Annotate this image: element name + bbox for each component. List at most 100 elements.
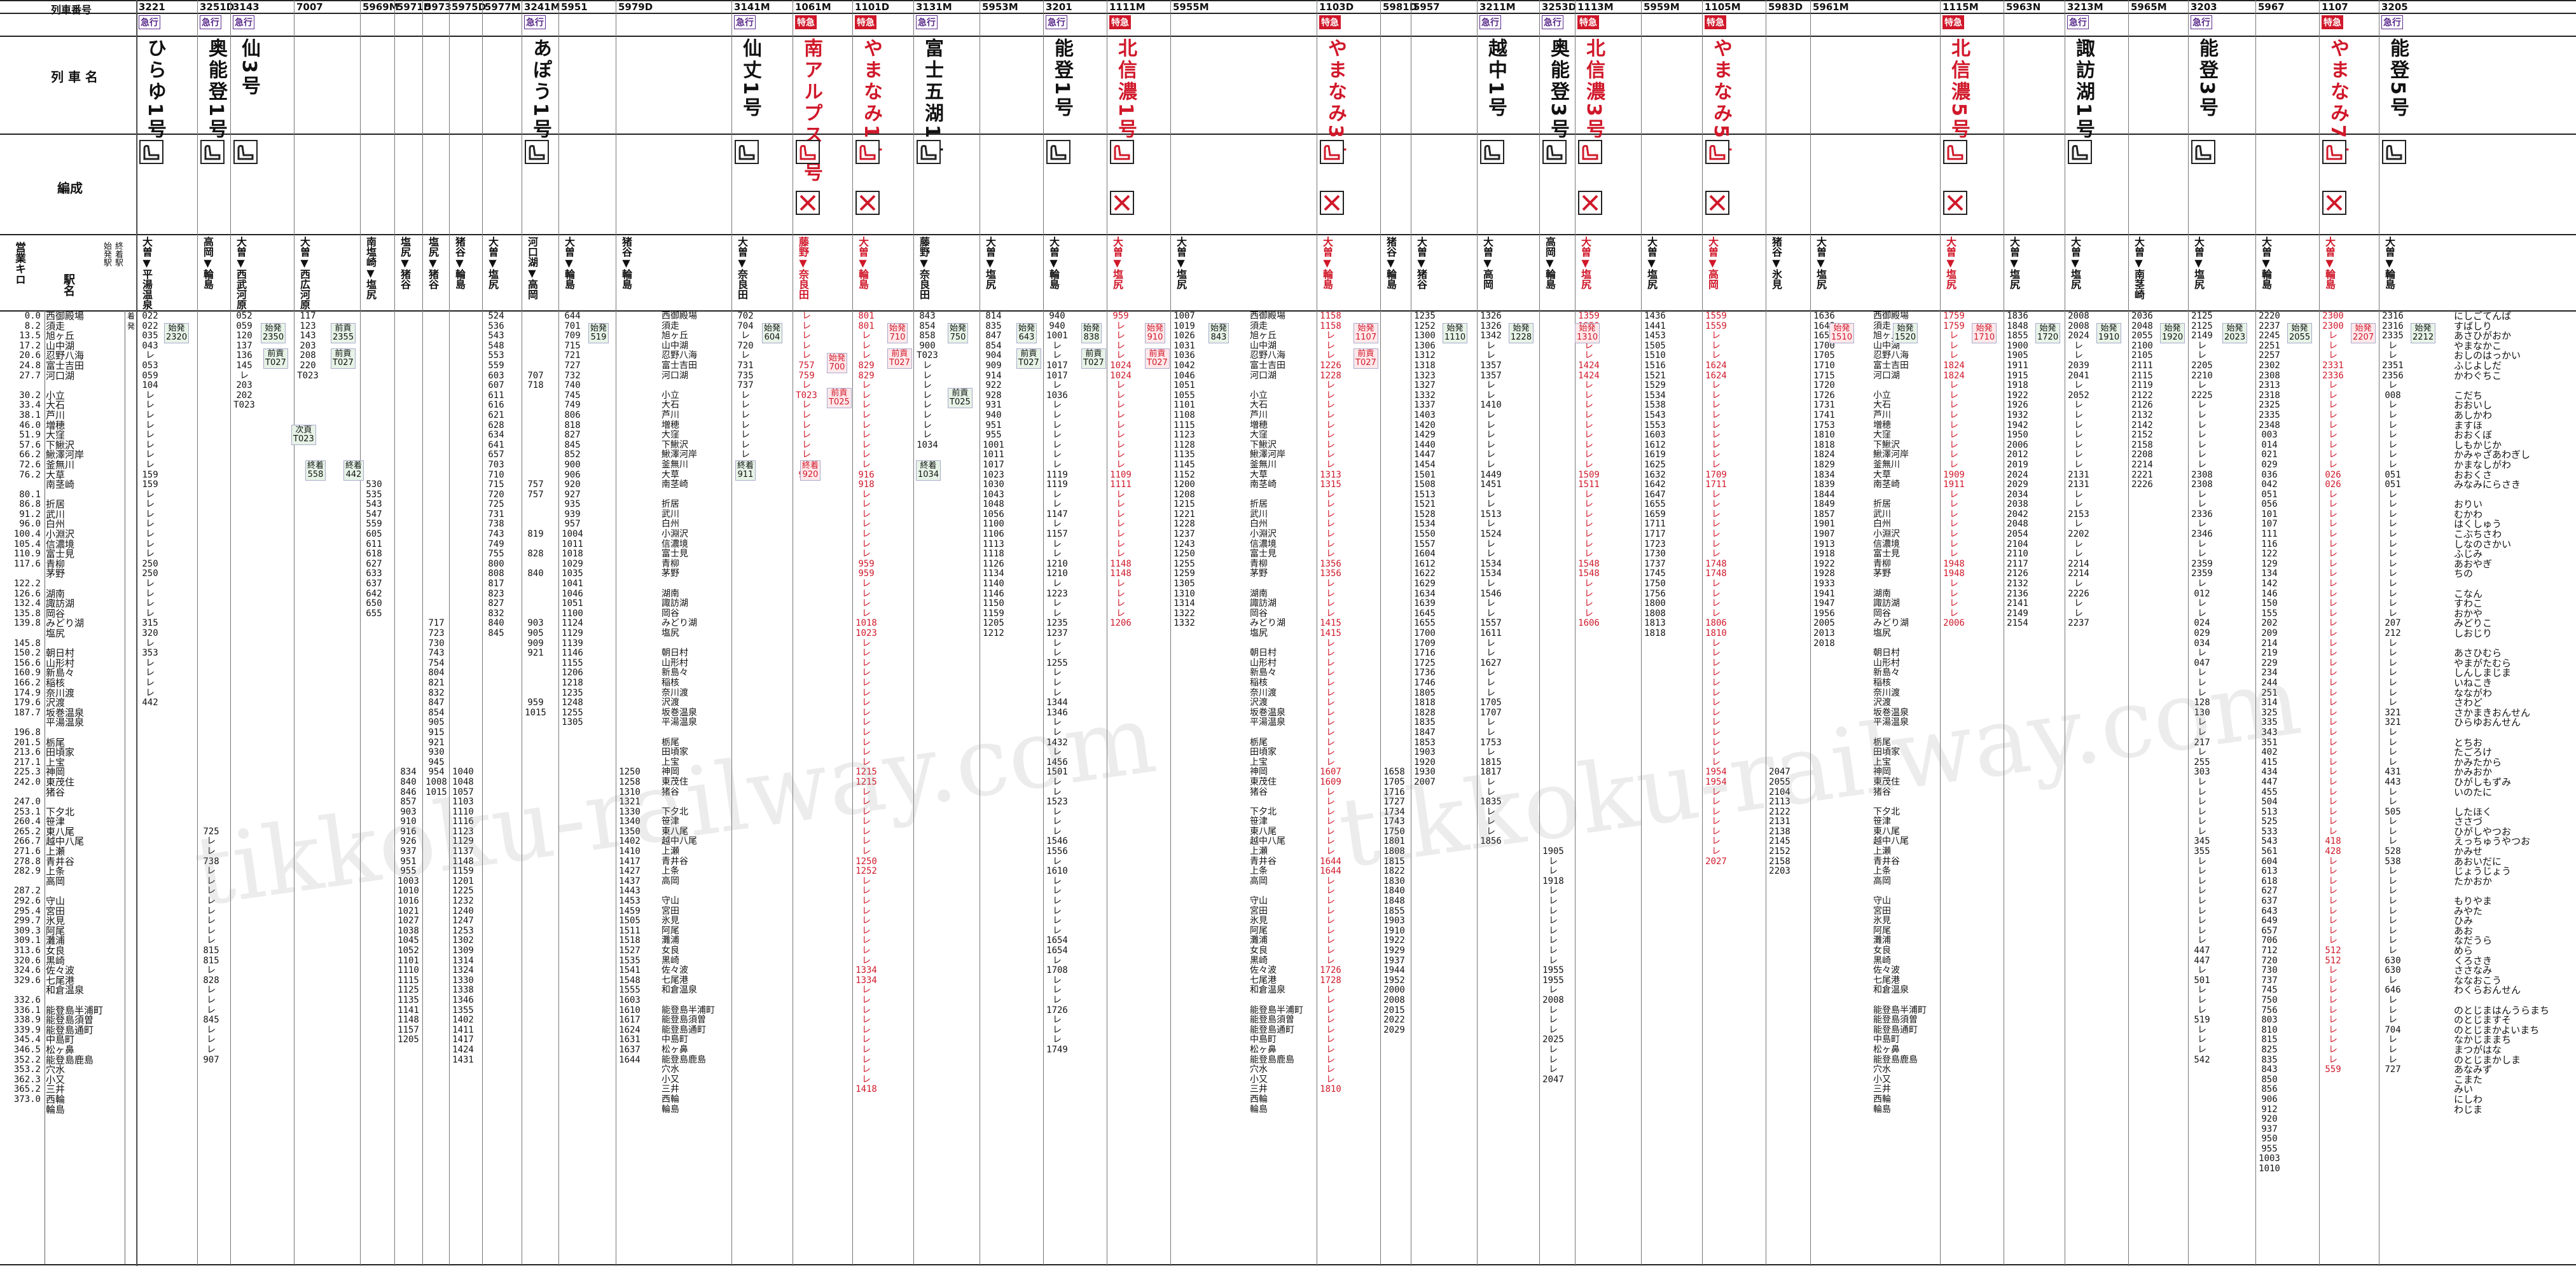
train-route: 大曽▼塩尻 bbox=[2008, 237, 2020, 289]
train-times: 940 940 1001 レ レ 1017 1017 レ 1036 レ レ レ … bbox=[1046, 311, 1068, 1055]
note-tag: 始発 700 bbox=[827, 353, 848, 373]
train-times: 644 701 709 715 721 727 732 740 745 749 … bbox=[562, 311, 583, 728]
train-times: 524 536 543 548 553 559 603 607 611 616 … bbox=[488, 311, 504, 638]
train-route: 大曽▼塩尻 bbox=[2069, 237, 2081, 289]
note-tag: 始発 604 bbox=[762, 323, 783, 343]
train-number: 7007 bbox=[296, 1, 323, 13]
train-column: 3143 急行 仙3号 大曽▼西武河原 052 059 120 137 136 145 … bbox=[230, 0, 294, 1266]
note-tag: 前貢 2355 bbox=[331, 323, 356, 343]
train-times: 1836 1848 1855 1900 1905 1911 1915 1918 … bbox=[2007, 311, 2028, 629]
train-route: 大曽▼輪島 bbox=[563, 237, 575, 289]
train-column: 3205 急行 能登5号 大曽▼輪島 2316 2316 2335 レ レ 2351 2… bbox=[2379, 0, 2415, 1266]
note-tag: 前貢 T027 bbox=[1145, 348, 1170, 369]
dining-car-icon bbox=[796, 191, 820, 215]
note-tag: 始発 1110 bbox=[1443, 323, 1468, 343]
train-column: 5981D 猪谷▼輪島 1658 1705 1716 1727 1734 1743… bbox=[1380, 0, 1417, 1266]
train-column: 5975D 猪谷▼輪島 1040 1048 1057 1103 1110 1116… bbox=[449, 0, 486, 1266]
express-badge: 急行 bbox=[2191, 15, 2212, 29]
green-car-icon bbox=[1943, 140, 1967, 164]
train-name: 奥能登3号 bbox=[1547, 38, 1569, 141]
train-name: 能登5号 bbox=[2386, 38, 2409, 119]
station-column-repeat-2: 西御殿場 須走 旭ヶ丘 山中湖 忍野八海 富士吉田 河口湖 小立 大石 芦川 増… bbox=[1250, 311, 1303, 1115]
label-origin: 始発駅 bbox=[102, 242, 111, 266]
note-tag: 始発 1520 bbox=[1893, 323, 1918, 343]
note-tag: 終着 1034 bbox=[916, 460, 941, 481]
train-route: 猪谷▼輪島 bbox=[454, 237, 466, 289]
train-times: 702 704 レ 720 レ 731 735 737 レ レ レ レ レ レ … bbox=[737, 311, 754, 479]
train-route: 大曽▼輪島 bbox=[857, 237, 869, 289]
train-route: 大曽▼塩尻 bbox=[1815, 237, 1827, 289]
train-route: 大曽▼塩尻 bbox=[1645, 237, 1658, 289]
train-route: 大曽▼塩尻 bbox=[1944, 237, 1956, 289]
label-formation: 編成 bbox=[57, 181, 83, 196]
note-tag: 前貢 T025 bbox=[827, 388, 852, 408]
train-times: 530 535 543 547 559 605 611 618 627 633 … bbox=[366, 479, 382, 619]
train-name: 仙丈1号 bbox=[739, 38, 761, 119]
train-column: 5967 大曽▼輪島 2220 2237 2245 2251 2257 2302 2… bbox=[2255, 0, 2320, 1266]
train-route: 大曽▼南茎崎 bbox=[2133, 237, 2145, 299]
train-route: 大曽▼輪島 bbox=[2260, 237, 2272, 289]
train-number: 5961M bbox=[1813, 1, 1849, 13]
train-route: 大曽▼高岡 bbox=[1707, 237, 1719, 289]
arr-dep-labels: 着 発 bbox=[127, 312, 135, 331]
limited-express-badge: 特急 bbox=[1942, 15, 1964, 29]
limited-express-badge: 特急 bbox=[795, 15, 817, 29]
dining-car-icon bbox=[1110, 191, 1134, 215]
train-number: 3201 bbox=[1046, 1, 1072, 13]
train-number: 3251D bbox=[200, 1, 235, 13]
train-column: 5959M 大曽▼塩尻 1436 1441 1453 1505 1510 1516 … bbox=[1641, 0, 1703, 1266]
note-tag: 始発 643 bbox=[1016, 323, 1037, 343]
train-number: 3141M bbox=[734, 1, 770, 13]
train-column: 5971D 塩尻▼猪谷 834 840 846 857 903 910 916 9… bbox=[394, 0, 431, 1266]
note-tag: 前貢 T025 bbox=[948, 388, 973, 408]
seat-icon bbox=[2191, 140, 2215, 164]
train-route: 大曽▼塩尻 bbox=[487, 237, 499, 289]
train-number: 5977M bbox=[485, 1, 521, 13]
limited-express-badge: 特急 bbox=[1577, 15, 1599, 29]
train-number: 5965M bbox=[2131, 1, 2167, 13]
train-route: 大曽▼奈良田 bbox=[736, 237, 748, 299]
note-tag: 始発 2350 bbox=[261, 323, 286, 343]
train-column: 3213M 急行 諏訪湖1号 大曽▼塩尻 2008 2008 2024 レ レ 2039… bbox=[2065, 0, 2129, 1266]
train-times: レ レ レ レ レ 757 759 レ T023 レ レ レ レ レ レ レ 9… bbox=[796, 311, 817, 479]
train-column: 3253D 急行 奥能登3号 高岡▼輪島 1905 レ レ 1918 レ レ レ レ … bbox=[1539, 0, 1576, 1266]
train-column: 3221 急行 ひらゆ1号 大曽▼平湯温泉 022 022 035 043 レ 053 … bbox=[136, 0, 198, 1266]
station-column-repeat-3: 西御殿場 須走 旭ヶ丘 山中湖 忍野八海 富士吉田 河口湖 小立 大石 芦川 増… bbox=[1873, 311, 1927, 1115]
train-name: ひらゆ1号 bbox=[144, 38, 166, 141]
express-badge: 急行 bbox=[1046, 15, 1067, 29]
train-number: 1105M bbox=[1705, 1, 1741, 13]
seat-icon bbox=[200, 140, 225, 164]
dining-car-icon bbox=[1320, 191, 1344, 215]
train-times: 959 レ レ レ レ 1024 1024 レ レ レ レ レ レ レ レ レ … bbox=[1110, 311, 1132, 629]
train-number: 3203 bbox=[2191, 1, 2217, 13]
train-name: あぽう1号 bbox=[529, 38, 551, 141]
note-tag: 始発 1710 bbox=[1972, 323, 1997, 343]
note-tag: 始発 519 bbox=[588, 323, 609, 343]
seat-icon bbox=[1542, 140, 1567, 164]
note-tag: 終着 911 bbox=[735, 460, 756, 481]
seat-icon bbox=[735, 140, 759, 164]
note-tag: 始発 2320 bbox=[164, 323, 190, 343]
dining-car-icon bbox=[2322, 191, 2346, 215]
seat-icon bbox=[1046, 140, 1070, 164]
train-times: 052 059 120 137 136 145 レ 203 202 T023 bbox=[233, 311, 255, 411]
label-km: 営業キロ bbox=[13, 242, 25, 285]
train-column: 5969M 南塩崎▼塩尻 530 535 543 547 559 605 611 … bbox=[360, 0, 399, 1266]
express-badge: 急行 bbox=[2381, 15, 2403, 29]
train-times: 843 854 858 900 T023 レ レ レ レ レ レ レ レ 103… bbox=[917, 311, 938, 450]
train-route: 大曽▼西武河原 bbox=[235, 237, 247, 310]
train-column: 1101D 特急 やまなみ1号 大曽▼輪島 801 801 レ レ レ 829 829 … bbox=[852, 0, 914, 1266]
train-number: 1113M bbox=[1577, 1, 1614, 13]
train-number: 5981D bbox=[1383, 1, 1418, 13]
seat-icon bbox=[139, 140, 163, 164]
train-number: 1107 bbox=[2322, 1, 2348, 13]
train-times: 707 718 757 757 819 828 840 903 905 909 … bbox=[525, 370, 546, 718]
train-number: 5979D bbox=[618, 1, 653, 13]
note-tag: 始発 1510 bbox=[1829, 323, 1855, 343]
train-column: 5977M 大曽▼塩尻 524 536 543 548 553 559 603 60… bbox=[482, 0, 522, 1266]
train-route: 大曽▼塩尻 bbox=[2192, 237, 2205, 289]
express-badge: 急行 bbox=[734, 15, 756, 29]
dining-car-icon bbox=[855, 191, 880, 215]
train-column: 5957 大曽▼猪谷 1235 1252 1300 1306 1312 1318 1… bbox=[1411, 0, 1478, 1266]
